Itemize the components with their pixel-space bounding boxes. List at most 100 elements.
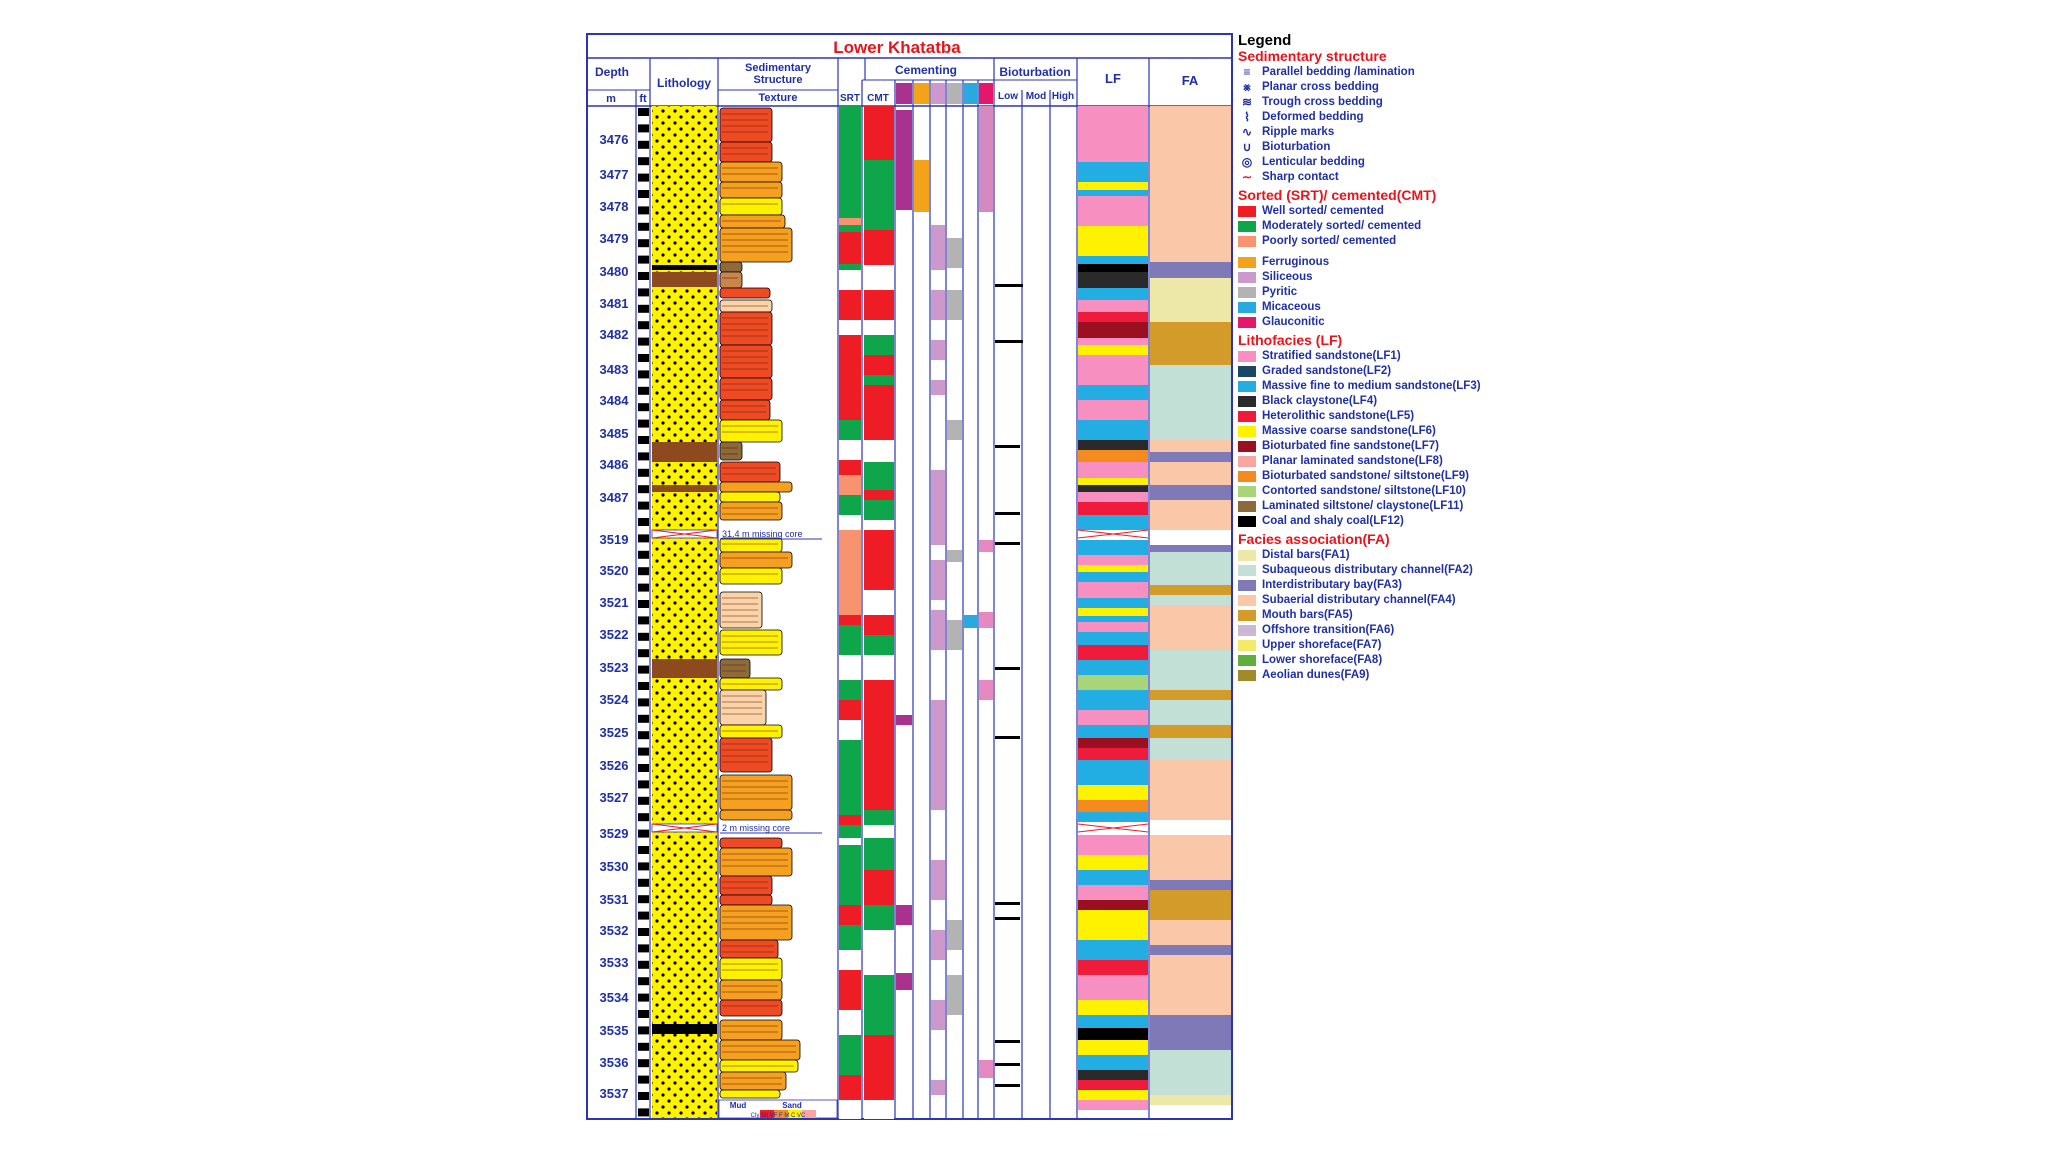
parallel-bedding-icon: ≡	[1243, 65, 1251, 79]
legend-fa-list: Distal bars(FA1) Subaqueous distributary …	[1238, 549, 1538, 682]
fa-band	[1150, 262, 1231, 278]
legend-label: Bioturbation	[1262, 141, 1331, 153]
ft-tick	[638, 288, 649, 297]
legend-sort-heading: Sorted (SRT)/ cemented(CMT)	[1238, 187, 1437, 203]
texture-bed	[719, 161, 783, 183]
legend-swatch	[1238, 501, 1256, 512]
texture-bed	[719, 1019, 783, 1041]
cement-band	[896, 973, 912, 990]
depth-label: 3533	[600, 955, 629, 970]
header-cementing: Cementing	[895, 63, 957, 77]
ft-tick	[638, 632, 649, 641]
lf-band	[1078, 835, 1148, 855]
legend-label: Laminated siltstone/ claystone(LF11)	[1262, 500, 1464, 512]
legend-item: Micaceous	[1238, 301, 1538, 314]
fa-column	[1150, 106, 1231, 1105]
cmt-band	[864, 760, 894, 810]
texture-bed	[719, 491, 781, 503]
srt-band	[839, 845, 861, 905]
legend-swatch	[1238, 257, 1256, 268]
legend-item: Interdistributary bay(FA3)	[1238, 579, 1538, 592]
lf-band	[1078, 1100, 1148, 1110]
legend-item: Stratified sandstone(LF1)	[1238, 350, 1538, 363]
legend-item: Aeolian dunes(FA9)	[1238, 669, 1538, 682]
legend-item: Massive coarse sandstone(LF6)	[1238, 425, 1538, 438]
bioturbation-mark	[995, 736, 1020, 739]
ft-tick	[638, 337, 649, 346]
texture-bed	[719, 181, 783, 199]
legend-swatch	[1238, 381, 1256, 392]
srt-column	[839, 106, 861, 1119]
fa-band	[1150, 945, 1231, 955]
bioturbation-mark	[995, 1040, 1020, 1043]
legend-swatch	[1238, 580, 1256, 591]
legend-swatch	[1238, 351, 1256, 362]
srt-band	[839, 1010, 861, 1035]
legend-label: Siliceous	[1262, 271, 1313, 283]
legend-item: Subaerial distributary channel(FA4)	[1238, 594, 1538, 607]
lf-band	[1078, 385, 1148, 400]
lf-band	[1078, 760, 1148, 785]
legend-item: Laminated siltstone/ claystone(LF11)	[1238, 500, 1538, 513]
legend-item: Graded sandstone(LF2)	[1238, 365, 1538, 378]
ft-tick	[638, 206, 649, 215]
lf-band	[1078, 1040, 1148, 1055]
legend-label: Bioturbated sandstone/ siltstone(LF9)	[1262, 470, 1470, 482]
depth-label: 3519	[600, 532, 629, 547]
ripple-icon: ∿	[1241, 125, 1253, 139]
fa-band	[1150, 485, 1231, 500]
sharp-contact-icon: ∼	[1241, 170, 1253, 184]
fa-band	[1150, 690, 1231, 700]
fa-band	[1150, 700, 1231, 725]
lf-band	[1078, 106, 1148, 162]
fa-band	[1150, 365, 1231, 440]
legend-label: Distal bars(FA1)	[1262, 549, 1350, 561]
depth-label: 3537	[600, 1086, 629, 1101]
ft-tick	[638, 1075, 649, 1084]
lf-band	[1078, 264, 1148, 272]
ft-tick	[638, 911, 649, 920]
missing-core-label: 31.4 m missing core	[722, 529, 803, 539]
legend-swatch	[1238, 317, 1256, 328]
cement-band	[979, 1060, 993, 1078]
cement-band	[979, 106, 993, 212]
cmt-band	[864, 1035, 894, 1060]
texture-bed	[719, 1089, 781, 1099]
cmt-band	[864, 490, 894, 500]
texture-bed	[719, 344, 773, 379]
fa-band	[1150, 545, 1231, 552]
cmt-band	[864, 950, 894, 975]
texture-column	[719, 107, 801, 1099]
lf-band	[1078, 940, 1148, 960]
fa-band	[1150, 955, 1231, 1015]
ft-tick	[638, 157, 649, 166]
legend-label: Subaerial distributary channel(FA4)	[1262, 594, 1456, 606]
texture-bed	[719, 227, 793, 263]
ft-tick	[638, 190, 649, 198]
header-texture: Texture	[759, 92, 798, 104]
legend-item: Pyritic	[1238, 286, 1538, 299]
srt-band	[839, 740, 861, 760]
texture-bed	[719, 737, 773, 773]
lf-band	[1078, 312, 1148, 322]
cement-band	[931, 380, 945, 395]
legend-label: Black claystone(LF4)	[1262, 395, 1378, 407]
cement-band	[947, 620, 962, 650]
cmt-band	[864, 870, 894, 905]
legend-label: Heterolithic sandstone(LF5)	[1262, 410, 1415, 422]
ft-tick	[638, 960, 649, 969]
depth-label: 3529	[600, 826, 629, 841]
legend-label: Mouth bars(FA5)	[1262, 609, 1353, 621]
lf-band	[1078, 205, 1148, 226]
legend-item: Contorted sandstone/ siltstone(LF10)	[1238, 485, 1538, 498]
cement-band	[947, 920, 962, 950]
legend-item: Black claystone(LF4)	[1238, 395, 1538, 408]
texture-bed	[719, 107, 773, 143]
missing-cross	[651, 529, 718, 539]
cmt-band	[864, 160, 894, 230]
texture-bed	[719, 287, 771, 299]
legend-label: Planar cross bedding	[1262, 81, 1379, 93]
depth-label: 3479	[600, 231, 629, 246]
mud-band	[652, 659, 717, 678]
cmt-band	[864, 375, 894, 385]
